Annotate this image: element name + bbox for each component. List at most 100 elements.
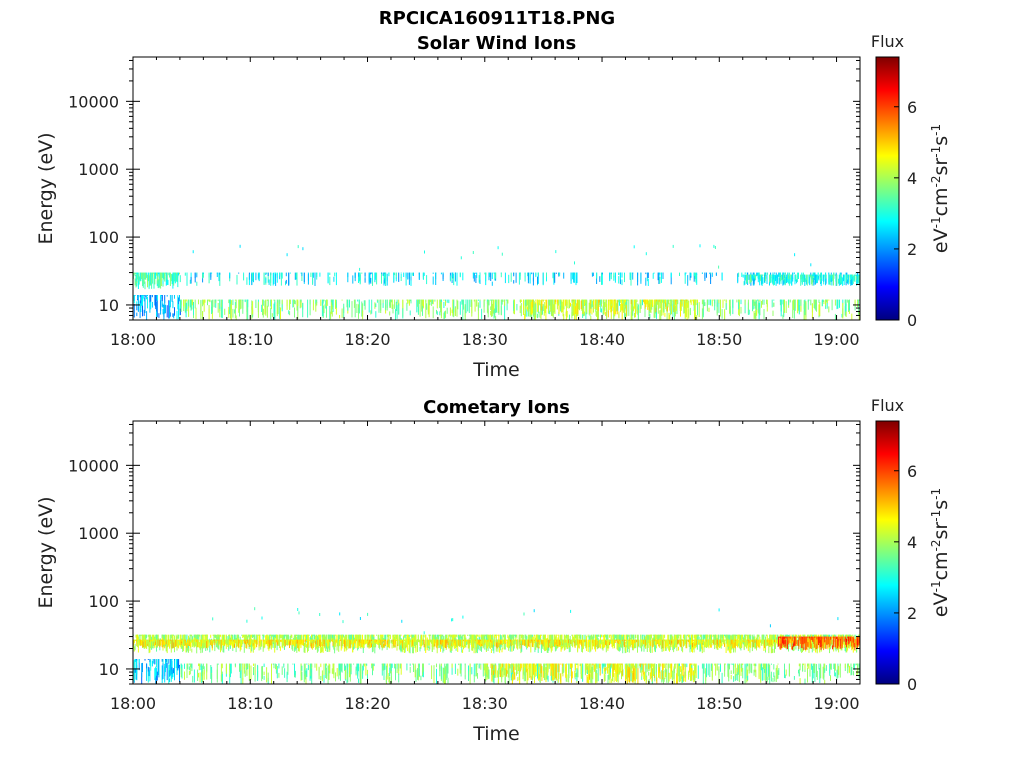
flux-cell <box>448 639 450 641</box>
flux-cell <box>819 302 821 317</box>
flux-cell <box>300 299 302 302</box>
flux-cell <box>598 299 600 304</box>
flux-cell <box>296 634 298 636</box>
flux-cell <box>646 277 648 282</box>
flux-cell <box>605 299 607 307</box>
flux-cell <box>856 274 857 276</box>
flux-cell <box>675 299 677 305</box>
flux-cell <box>591 308 593 315</box>
flux-cell <box>435 272 437 285</box>
flux-cell <box>756 300 758 311</box>
flux-cell <box>497 639 499 641</box>
flux-cell <box>408 272 410 285</box>
flux-cell <box>437 634 439 640</box>
flux-cell <box>550 634 551 649</box>
flux-cell <box>523 299 524 315</box>
flux-cell <box>176 310 178 320</box>
y-tick-label: 10 <box>99 296 119 315</box>
flux-cell <box>292 645 294 651</box>
flux-cell <box>669 303 671 311</box>
flux-cell <box>338 634 340 638</box>
flux-cell <box>477 634 479 637</box>
flux-cell <box>850 279 852 286</box>
flux-cell <box>545 300 547 320</box>
flux-cell <box>593 301 594 305</box>
flux-cell <box>825 299 827 306</box>
flux-cell <box>768 638 770 654</box>
flux-cell <box>573 301 575 306</box>
flux-cell <box>627 634 629 637</box>
y-tick-label: 1000 <box>78 160 119 179</box>
flux-cell <box>149 639 151 643</box>
flux-cell <box>485 639 487 643</box>
flux-cell <box>729 299 731 314</box>
flux-cell <box>395 309 396 320</box>
flux-cell <box>481 646 482 652</box>
flux-cell <box>363 300 365 306</box>
flux-cell <box>284 634 286 637</box>
flux-cell <box>798 299 800 315</box>
flux-cell <box>163 272 165 279</box>
flux-cell <box>479 639 481 646</box>
flux-cell <box>385 639 386 641</box>
flux-cell <box>675 302 677 311</box>
flux-cell <box>766 274 768 284</box>
flux-cell <box>668 312 670 320</box>
flux-cell <box>266 299 268 301</box>
flux-cell <box>422 634 424 645</box>
flux-cell <box>571 639 573 644</box>
flux-cell <box>253 272 254 279</box>
flux-cell <box>205 634 207 637</box>
flux-cell <box>481 308 483 320</box>
flux-cell <box>385 639 386 646</box>
flux-cell <box>527 307 529 312</box>
flux-cell <box>298 639 300 646</box>
flux-cell <box>500 299 502 315</box>
flux-cell <box>202 272 204 274</box>
flux-cell <box>431 299 433 304</box>
flux-cell <box>645 299 647 307</box>
flux-cell <box>531 634 533 643</box>
flux-cell <box>710 299 712 306</box>
flux-cell <box>783 311 785 318</box>
flux-cell <box>705 634 707 643</box>
flux-cell <box>583 308 585 314</box>
flux-cell <box>501 252 503 256</box>
flux-cell <box>778 278 780 285</box>
flux-cell <box>289 639 290 645</box>
flux-cell <box>838 278 839 284</box>
flux-cell <box>217 303 219 313</box>
flux-cell <box>156 301 157 312</box>
flux-cell <box>172 301 174 309</box>
flux-cell <box>541 639 543 642</box>
flux-cell <box>185 303 187 318</box>
flux-cell <box>309 640 311 648</box>
flux-cell <box>695 272 697 283</box>
flux-cell <box>213 634 215 643</box>
flux-cell <box>535 307 537 318</box>
flux-cell <box>198 642 200 648</box>
flux-cell <box>140 272 142 282</box>
flux-cell <box>782 314 784 319</box>
flux-cell <box>537 313 538 319</box>
flux-cell <box>538 639 540 645</box>
flux-cell <box>637 641 638 652</box>
flux-cell <box>320 299 322 306</box>
flux-cell <box>815 274 817 278</box>
flux-cell <box>540 639 542 644</box>
flux-cell <box>490 642 492 648</box>
flux-cell <box>488 272 490 281</box>
flux-cell <box>148 634 150 645</box>
flux-cell <box>312 273 314 284</box>
flux-cell <box>854 299 856 307</box>
flux-cell <box>808 645 810 651</box>
flux-cell <box>428 634 430 637</box>
flux-cell <box>388 639 390 641</box>
flux-cell <box>662 272 664 279</box>
flux-cell <box>291 639 293 646</box>
flux-cell <box>265 278 267 283</box>
flux-cell <box>506 642 508 647</box>
flux-cell <box>363 639 365 646</box>
flux-cell <box>178 639 180 646</box>
flux-cell <box>270 299 272 307</box>
